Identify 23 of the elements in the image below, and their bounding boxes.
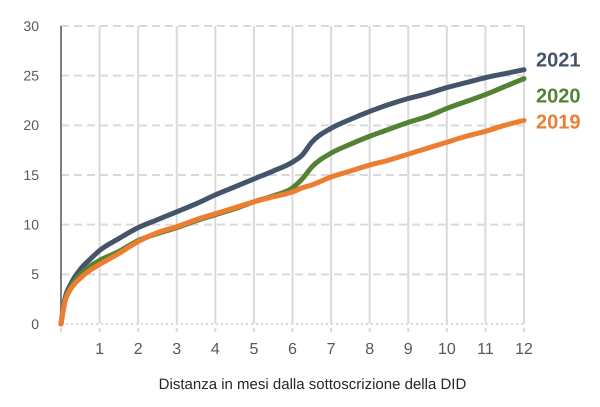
x-tick-label: 2 [134,341,143,358]
y-tick-label: 10 [23,216,40,233]
y-tick-label: 15 [23,166,40,183]
y-tick-label: 30 [23,18,40,34]
x-axis-title: Distanza in mesi dalla sottoscrizione della DID [158,376,466,393]
x-tick-label: 11 [477,341,494,358]
x-tick-label: 3 [172,341,182,358]
series-label: 2021 [536,50,580,72]
x-tick-label: 7 [326,341,336,358]
y-tick-label: 0 [31,316,40,332]
y-tick-label: 25 [23,68,40,84]
x-tick-label: 8 [365,341,374,358]
x-tick-label: 4 [210,341,220,358]
y-tick-label: 5 [31,266,40,282]
x-tick-label: 12 [515,341,533,358]
x-tick-label: 1 [95,341,104,358]
x-tick-label: 6 [288,341,298,358]
x-tick-label: 5 [249,341,258,358]
x-tick-label: 10 [438,341,456,358]
x-tick-label: 9 [404,341,413,358]
series-label: 2019 [536,112,580,134]
y-tick-label: 20 [23,117,40,134]
series-label: 2020 [536,86,580,108]
